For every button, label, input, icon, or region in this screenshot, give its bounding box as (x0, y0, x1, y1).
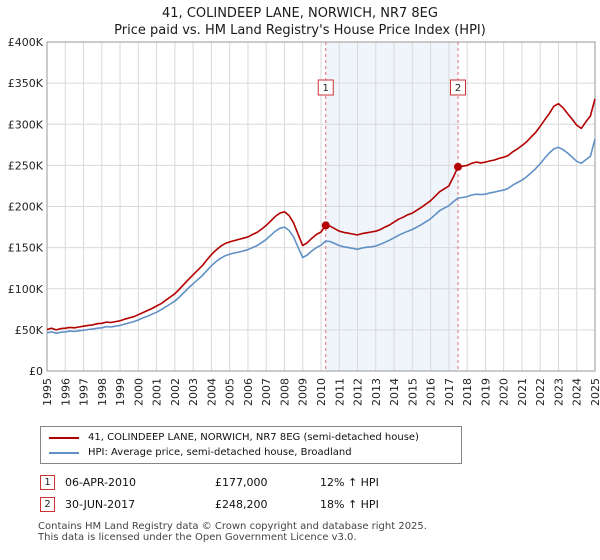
sale-marker-number: 2 (455, 83, 461, 94)
x-tick-label: 2022 (534, 378, 547, 406)
copyright-line: Contains HM Land Registry data © Crown c… (38, 521, 427, 532)
x-tick-label: 1996 (59, 378, 72, 406)
licence-line: This data is licensed under the Open Gov… (38, 532, 357, 543)
y-tick-label: £0 (29, 365, 43, 378)
x-tick-label: 2009 (297, 378, 310, 406)
x-tick-label: 2000 (132, 378, 145, 406)
plot-frame (46, 41, 596, 372)
x-tick-label: 2016 (425, 378, 438, 406)
chart-legend: 41, COLINDEEP LANE, NORWICH, NR7 8EG (se… (40, 426, 462, 464)
x-tick-label: 2005 (224, 378, 237, 406)
sale-point-dot (454, 162, 462, 171)
page-title: 41, COLINDEEP LANE, NORWICH, NR7 8EG (162, 6, 438, 21)
transaction-date: 06-APR-2010 (65, 476, 137, 489)
y-tick-label: £200K (8, 201, 44, 214)
legend-label-property: 41, COLINDEEP LANE, NORWICH, NR7 8EG (se… (88, 432, 419, 443)
x-tick-label: 2012 (352, 378, 365, 406)
legend-label-hpi: HPI: Average price, semi-detached house,… (88, 447, 352, 458)
transaction-date: 30-JUN-2017 (65, 498, 136, 511)
transaction-price: £177,000 (215, 476, 268, 489)
page-subtitle: Price paid vs. HM Land Registry's House … (114, 23, 486, 38)
x-tick-label: 2007 (260, 378, 273, 406)
x-tick-label: 2024 (571, 378, 584, 406)
legend-item-hpi: HPI: Average price, semi-detached house,… (49, 447, 453, 458)
y-tick-label: £350K (8, 77, 44, 90)
x-tick-label: 2018 (461, 378, 474, 406)
x-tick-label: 2020 (498, 378, 511, 406)
transaction-number-badge: 1 (40, 475, 55, 490)
y-tick-label: £300K (8, 118, 44, 131)
x-tick-label: 2001 (151, 378, 164, 406)
x-tick-label: 2002 (169, 378, 182, 406)
x-tick-label: 2017 (443, 378, 456, 406)
x-tick-label: 2004 (205, 378, 218, 406)
x-tick-label: 2015 (406, 378, 419, 406)
x-tick-label: 2008 (278, 378, 291, 406)
x-tick-label: 2006 (242, 378, 255, 406)
sale-point-dot (321, 221, 330, 230)
sale-marker-box (450, 79, 466, 96)
price-chart: £0 £50K £100K £150K £200K £250K £300K £350K £400… (8, 36, 600, 406)
x-tick-label: 2019 (479, 378, 492, 406)
y-tick-label: £400K (8, 36, 44, 49)
x-tick-label: 2013 (370, 378, 383, 406)
x-tick-label: 2010 (315, 378, 328, 406)
transaction-hpi-delta: 12% ↑ HPI (320, 476, 379, 489)
series-line (46, 98, 596, 331)
y-tick-label: £250K (8, 159, 44, 172)
transaction-number-badge: 2 (40, 497, 55, 512)
transaction-row: 1 06-APR-2010 £177,000 12% ↑ HPI (40, 475, 379, 490)
x-tick-label: 2025 (589, 378, 600, 406)
transaction-row: 2 30-JUN-2017 £248,200 18% ↑ HPI (40, 497, 379, 512)
legend-item-property: 41, COLINDEEP LANE, NORWICH, NR7 8EG (se… (49, 432, 453, 443)
x-tick-label: 2011 (333, 378, 346, 406)
transaction-price: £248,200 (215, 498, 268, 511)
x-tick-label: 2023 (552, 378, 565, 406)
sale-marker-box (317, 79, 334, 96)
property-line-swatch (49, 436, 79, 439)
x-tick-label: 1998 (96, 378, 109, 406)
y-tick-label: £100K (8, 283, 44, 296)
x-tick-label: 1995 (41, 378, 54, 406)
y-tick-label: £50K (15, 324, 44, 337)
x-tick-label: 2014 (388, 378, 401, 406)
transaction-hpi-delta: 18% ↑ HPI (320, 498, 379, 511)
x-tick-label: 2003 (187, 378, 200, 406)
sale-marker-number: 1 (323, 83, 329, 94)
x-tick-label: 1997 (78, 378, 91, 406)
y-tick-label: £150K (8, 242, 44, 255)
x-tick-label: 2021 (516, 378, 529, 406)
hpi-line-swatch (49, 451, 79, 454)
x-tick-label: 1999 (114, 378, 127, 406)
series-line (46, 138, 596, 335)
